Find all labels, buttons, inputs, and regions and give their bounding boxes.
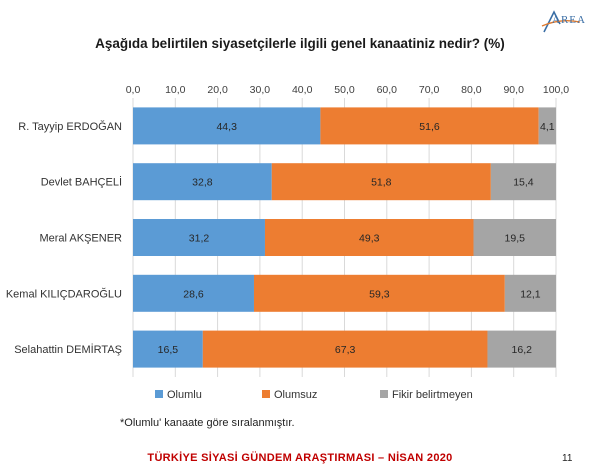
bar-segment <box>133 219 265 256</box>
category-label: R. Tayyip ERDOĞAN <box>18 120 122 133</box>
area-logo-text: AREA <box>552 14 586 26</box>
bar-segment <box>133 107 321 145</box>
x-tick-label: 80,0 <box>461 84 482 96</box>
bar-segment <box>133 163 272 201</box>
x-tick-label: 60,0 <box>377 84 398 96</box>
data-label: 49,3 <box>359 233 380 245</box>
legend-label: Olumlu <box>167 389 202 401</box>
x-tick-label: 30,0 <box>250 84 271 96</box>
category-label: Kemal KILIÇDAROĞLU <box>6 287 122 300</box>
chart-title: Aşağıda belirtilen siyasetçilerle ilgili… <box>95 36 505 51</box>
legend-swatch <box>380 390 388 398</box>
category-label: Devlet BAHÇELİ <box>41 176 122 189</box>
x-tick-label: 70,0 <box>419 84 440 96</box>
data-label: 15,4 <box>513 177 534 189</box>
bar-segment <box>264 219 474 256</box>
bar-segment <box>271 163 491 201</box>
data-label: 51,8 <box>371 177 392 189</box>
page-number: 11 <box>562 453 573 464</box>
x-tick-label: 90,0 <box>503 84 524 96</box>
legend-swatch <box>155 390 163 398</box>
bar-segment <box>504 274 556 312</box>
area-logo <box>541 10 581 33</box>
bar-segment <box>473 219 556 256</box>
data-label: 51,6 <box>419 121 440 133</box>
data-label: 16,2 <box>512 344 533 356</box>
bar-segment <box>202 330 488 368</box>
x-tick-label: 0,0 <box>126 84 141 96</box>
bar-segment <box>133 274 254 312</box>
data-label: 59,3 <box>369 288 390 300</box>
bar-segment <box>133 330 203 368</box>
x-tick-label: 10,0 <box>165 84 186 96</box>
data-label: 4,1 <box>540 121 555 133</box>
data-label: 31,2 <box>189 233 210 245</box>
category-label: Meral AKŞENER <box>39 233 122 245</box>
data-label: 28,6 <box>183 288 204 300</box>
x-tick-label: 100,0 <box>543 84 569 96</box>
bar-segment <box>253 274 505 312</box>
data-label: 44,3 <box>216 121 237 133</box>
footnote: *Olumlu' kanaate göre sıralanmıştır. <box>120 417 295 429</box>
bar-segment <box>490 163 556 201</box>
data-label: 19,5 <box>505 233 526 245</box>
bar-segment <box>487 330 556 368</box>
footer-title: TÜRKİYE SİYASİ GÜNDEM ARAŞTIRMASI – NİSA… <box>147 452 453 464</box>
bar-segment <box>538 107 556 145</box>
data-label: 32,8 <box>192 177 213 189</box>
data-label: 12,1 <box>520 288 541 300</box>
x-tick-label: 40,0 <box>292 84 313 96</box>
category-label: Selahattin DEMİRTAŞ <box>14 343 122 356</box>
legend-label: Olumsuz <box>274 389 317 401</box>
bar-segment <box>320 107 539 145</box>
data-label: 16,5 <box>158 344 179 356</box>
x-tick-label: 20,0 <box>207 84 228 96</box>
legend-label: Fikir belirtmeyen <box>392 389 473 401</box>
legend-swatch <box>262 390 270 398</box>
x-tick-label: 50,0 <box>334 84 355 96</box>
data-label: 67,3 <box>335 344 356 356</box>
